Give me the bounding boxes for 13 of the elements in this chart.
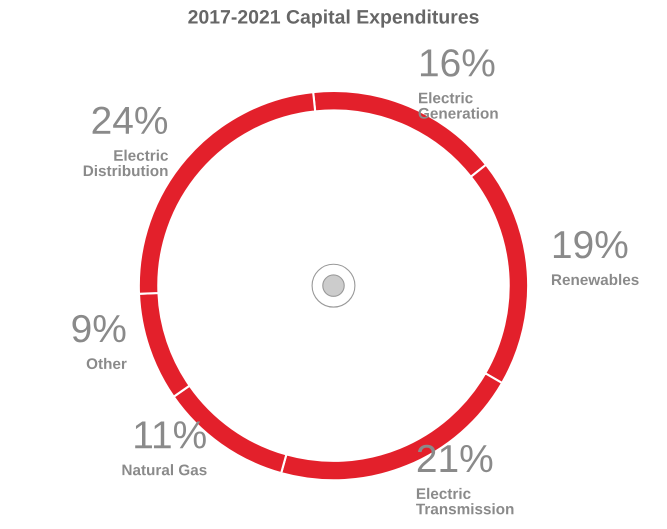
data-label: 11% <box>135 421 206 448</box>
slice-label: Natural Gas <box>122 464 207 476</box>
chart-title: 2017-2021 Capital Expenditures <box>188 9 479 28</box>
data-label: 16% <box>420 49 494 77</box>
slice-label: Electric Distribution <box>84 150 168 176</box>
data-label: 9% <box>72 314 126 342</box>
data-label: 21% <box>418 444 492 472</box>
slice-label: Renewables <box>552 274 639 286</box>
slice-label: Electric Transmission <box>416 488 514 514</box>
slice-label: Electric Generation <box>418 92 498 119</box>
slice-label: Other <box>86 358 127 370</box>
data-label: 19% <box>554 230 628 258</box>
data-label: 24% <box>92 106 168 134</box>
